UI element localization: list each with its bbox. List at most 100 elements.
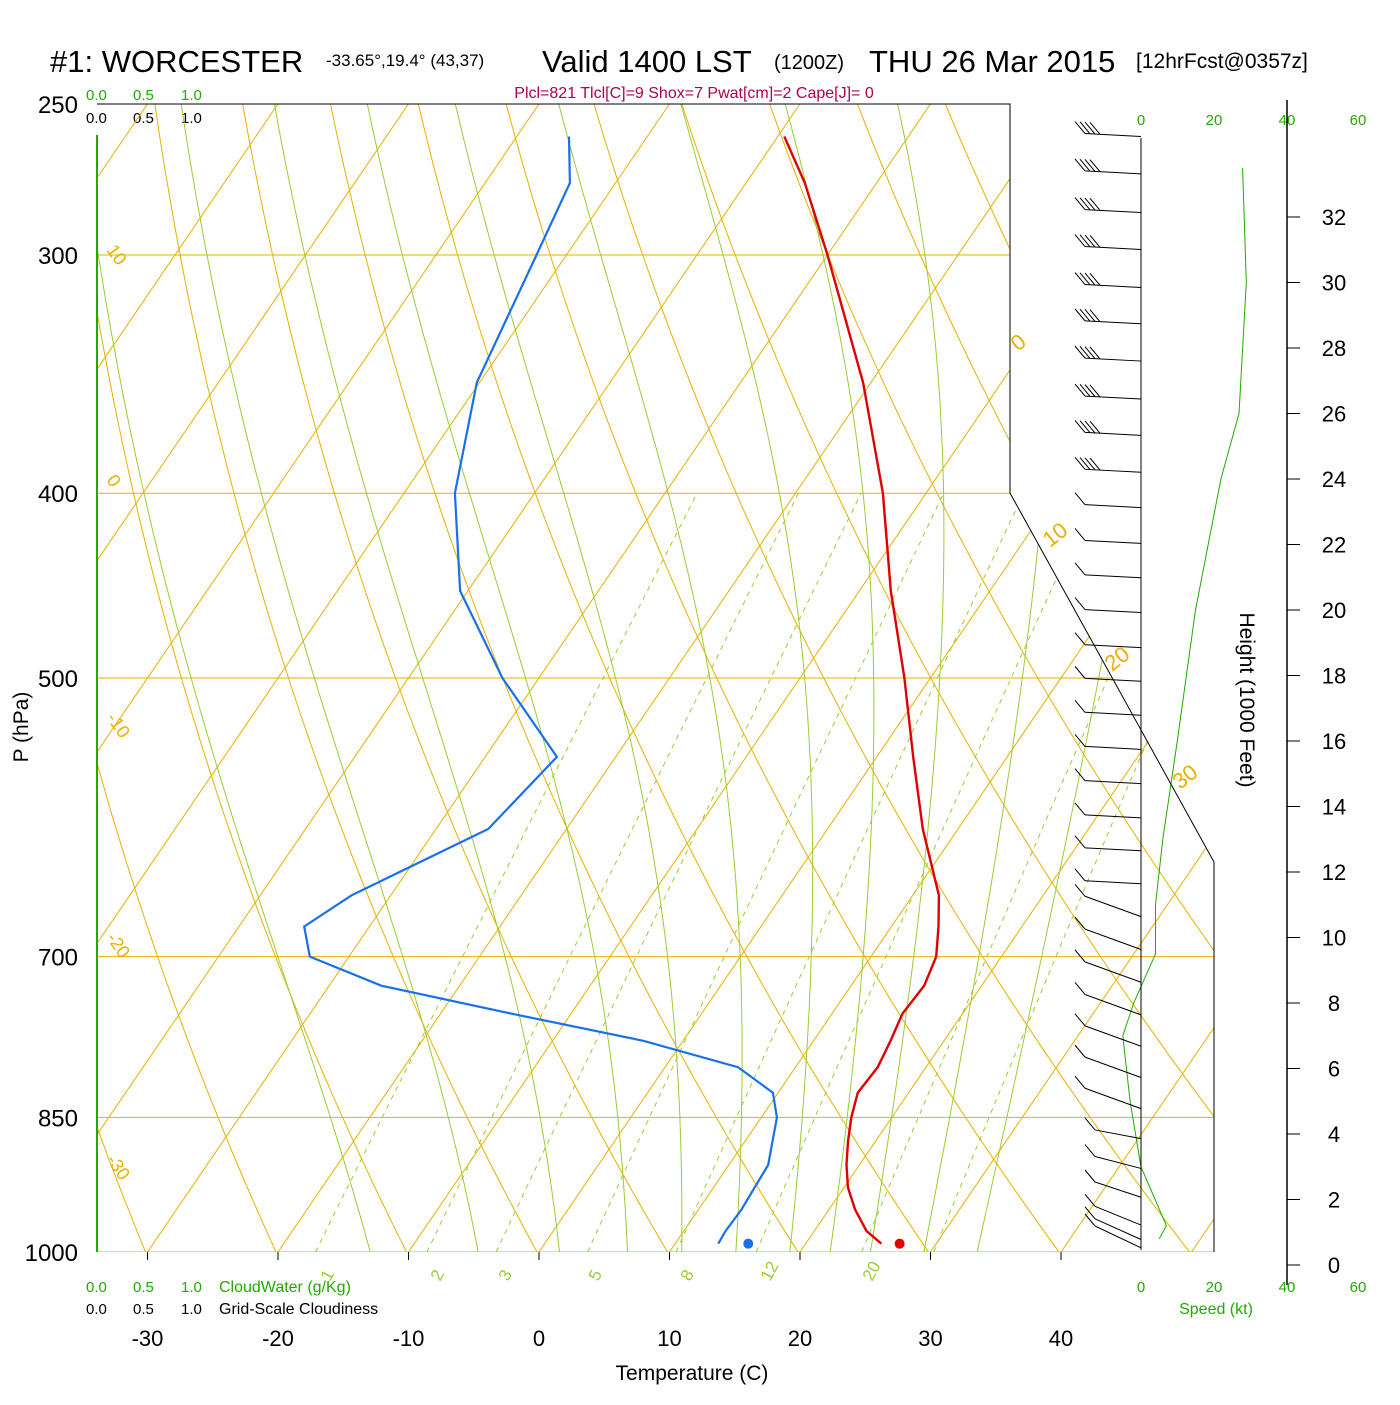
mixing-ratio-line — [934, 493, 1255, 1252]
height-label: 16 — [1322, 729, 1346, 754]
isotherm-label: 0 — [103, 471, 125, 491]
temperature-label: 40 — [1049, 1326, 1073, 1351]
mixing-ratio-line — [427, 493, 798, 1252]
wind-barb — [1075, 528, 1141, 543]
wind-barb — [1075, 493, 1141, 508]
wind-barb — [1085, 1118, 1141, 1139]
cloud-top-green-2: 1.0 — [181, 87, 202, 104]
pressure-label-500: 500 — [38, 666, 78, 693]
wind-barb — [1075, 1076, 1141, 1108]
mixing-ratio-label: 5 — [585, 1267, 606, 1284]
mixing-ratio-line — [588, 493, 944, 1252]
temperature-label: 10 — [657, 1326, 681, 1351]
wind-barb — [1075, 198, 1141, 213]
height-label: 2 — [1328, 1188, 1340, 1213]
wind-barb — [1075, 598, 1141, 613]
moist-adiabat — [968, 70, 1183, 1292]
station-location: -33.65°,19.4° (43,37) — [326, 51, 484, 70]
grid-lines — [0, 70, 1400, 1292]
speed-top-3: 60 — [1350, 112, 1367, 129]
wind-barb — [1085, 1194, 1141, 1225]
wind-barb — [1085, 1170, 1141, 1197]
dry-adiabat — [1365, 70, 1400, 1292]
height-label: 18 — [1322, 664, 1346, 689]
y-axis-title: P (hPa) — [10, 692, 33, 763]
speed-bottom-0: 0 — [1137, 1279, 1145, 1296]
wind-barb — [1085, 1214, 1141, 1248]
temperature-profile — [784, 137, 939, 1244]
dry-adiabat — [237, 70, 692, 1292]
height-label: 32 — [1322, 205, 1346, 230]
speed-top-1: 20 — [1206, 112, 1223, 129]
height-label: 30 — [1322, 271, 1346, 296]
cloud-top-black-1: 0.5 — [133, 110, 154, 127]
dry-adiabat — [0, 70, 163, 1292]
wind-barb — [1075, 803, 1141, 818]
wind-panel — [1075, 122, 1246, 1250]
cloudiness-label: Grid-Scale Cloudiness — [219, 1301, 378, 1318]
wind-barb — [1075, 869, 1141, 884]
height-label: 28 — [1322, 336, 1346, 361]
moist-adiabat — [360, 70, 629, 1292]
moist-adiabat — [447, 70, 682, 1292]
mixing-ratio-label: 2 — [427, 1267, 448, 1284]
pressure-label-1000: 1000 — [25, 1240, 78, 1267]
wind-barb — [1075, 309, 1141, 324]
pressure-label-400: 400 — [38, 481, 78, 508]
wind-barb — [1075, 159, 1141, 174]
cloud-bottom-green-2: 1.0 — [181, 1279, 202, 1296]
height-label: 8 — [1328, 991, 1340, 1016]
mixing-ratio-line — [316, 493, 698, 1252]
moist-adiabat — [269, 70, 564, 1292]
utc-time: (1200Z) — [774, 52, 844, 74]
dry-adiabat — [497, 70, 1089, 1292]
speed-bottom-1: 20 — [1206, 1279, 1223, 1296]
dewpoint-profile — [304, 137, 777, 1244]
height-label: 0 — [1328, 1253, 1340, 1278]
surface-temperature-dot — [895, 1239, 905, 1249]
pressure-label-300: 300 — [38, 243, 78, 270]
wind-barb — [1075, 457, 1141, 472]
moist-adiabat — [916, 70, 1054, 1292]
temperature-label: 30 — [918, 1326, 942, 1351]
isotherm — [1192, 104, 1400, 1252]
isotherm — [0, 104, 17, 1252]
cloud-bottom-green-1: 0.5 — [133, 1279, 154, 1296]
forecast-info: [12hrFcst@0357z] — [1136, 50, 1308, 73]
wind-barb — [1075, 563, 1141, 578]
valid-date: THU 26 Mar 2015 — [869, 44, 1115, 79]
height-label: 4 — [1328, 1122, 1340, 1147]
isotherm-label: 10 — [1038, 517, 1073, 552]
wind-barb — [1075, 420, 1141, 435]
sounding-profiles — [304, 137, 939, 1249]
cloud-bottom-green-0: 0.0 — [86, 1279, 107, 1296]
height-label: 20 — [1322, 598, 1346, 623]
mixing-ratio-label: 20 — [859, 1258, 885, 1284]
wind-barb — [1075, 950, 1141, 982]
moist-adiabat — [672, 70, 813, 1292]
moist-adiabat — [176, 70, 485, 1292]
surface-dewpoint-dot — [743, 1239, 753, 1249]
cloud-top-green-1: 0.5 — [133, 87, 154, 104]
height-label: 14 — [1322, 795, 1346, 820]
cloud-top-green-0: 0.0 — [86, 87, 107, 104]
pressure-label-850: 850 — [38, 1105, 78, 1132]
mixing-ratio-label: 3 — [495, 1267, 516, 1284]
moist-adiabat — [550, 70, 742, 1292]
height-label: 22 — [1322, 533, 1346, 558]
mixing-ratio-label: 8 — [677, 1267, 698, 1284]
isotherm-label: 0 — [1006, 329, 1031, 356]
wind-barb — [1075, 273, 1141, 288]
wind-barb — [1075, 235, 1141, 250]
cloud-bottom-black-2: 1.0 — [181, 1301, 202, 1318]
height-label: 10 — [1322, 926, 1346, 951]
wind-barb — [1075, 769, 1141, 784]
dry-adiabat — [0, 70, 30, 1292]
isotherm-label: 30 — [1168, 759, 1203, 794]
speed-bottom-3: 60 — [1350, 1279, 1367, 1296]
pressure-label-700: 700 — [38, 945, 78, 972]
height-label: 6 — [1328, 1057, 1340, 1082]
